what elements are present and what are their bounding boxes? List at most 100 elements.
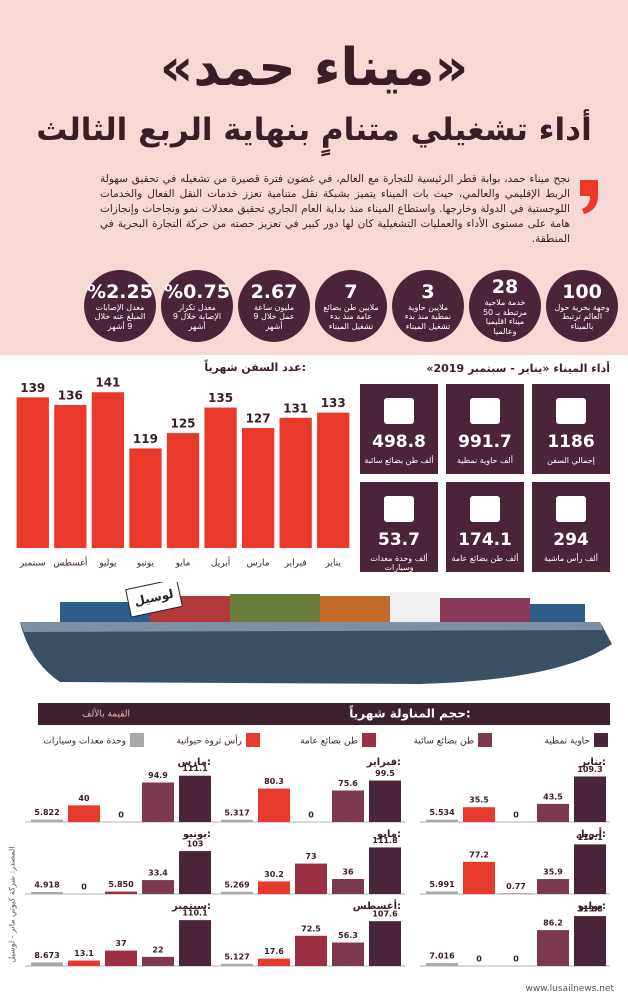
- stat-circle: 28 خدمة ملاحية مرتبطة بـ 50 ميناء اقليميا…: [469, 270, 541, 342]
- value-label: 4.918: [34, 880, 60, 889]
- bar: [241, 427, 275, 548]
- value-label: 30.2: [264, 870, 284, 879]
- value-label: 13.1: [74, 949, 94, 958]
- value-label: 127: [246, 411, 271, 425]
- value-label: 43.5: [543, 792, 563, 801]
- legend-swatch: [478, 733, 492, 747]
- performance-title: أداء الميناء «يناير - سبتمبر 2019»: [426, 362, 610, 375]
- value-label: 73: [305, 852, 316, 861]
- bar: [221, 963, 253, 966]
- bar: [31, 891, 63, 894]
- bar: [68, 805, 100, 822]
- stat-label: مليون ساعة عمل خلال 9 أشهر: [253, 302, 295, 331]
- bar: [142, 782, 174, 822]
- container-stack: [320, 596, 390, 622]
- ships-chart: عدد السفن شهرياً: 133 يناير 131 فبراير 127 مار…: [16, 359, 350, 569]
- value-label: 35.5: [469, 796, 489, 805]
- bar: [426, 891, 458, 894]
- value-label: 133: [321, 396, 346, 410]
- legend-swatch: [594, 733, 608, 747]
- header-band: [38, 703, 610, 725]
- handling-chart: حجم المناولة شهرياً: القيمة بالألف حاوية ن…: [25, 703, 610, 967]
- value-label: 22: [152, 945, 163, 954]
- bar: [317, 412, 350, 548]
- bar: [221, 819, 253, 822]
- tile-icon: [384, 398, 414, 424]
- value-label: 5.822: [34, 808, 59, 817]
- value-label: 86.2: [543, 919, 563, 928]
- stat-circle: %2.25 معدل الإصابات المبلغ عنه خلال 9 أشه…: [84, 270, 156, 342]
- tile-label: ألف طن بضائع سائبة: [364, 456, 434, 465]
- bar: [369, 780, 401, 822]
- value-label: 37: [115, 939, 126, 948]
- performance-tile: 1186 إجمالي السفن: [532, 384, 610, 474]
- bar: [142, 880, 174, 894]
- bar: [16, 397, 49, 548]
- icon-shape: [470, 496, 500, 522]
- value-label: 5.269: [224, 880, 250, 889]
- value-label: 8.673: [34, 951, 59, 960]
- stat-label: ملايين حاوية نمطية منذ بدء تشغيل الميناء: [404, 302, 452, 331]
- container-stack: [230, 594, 320, 622]
- bar: [258, 958, 290, 966]
- tile-icon: [470, 496, 500, 522]
- month-label: أبريل:: [576, 827, 606, 840]
- title: «ميناء حمد»: [159, 38, 469, 98]
- stat-circle: 100 وجهة بحرية حول العالم ترتبط بالميناء: [546, 270, 618, 342]
- tile-value: 498.8: [372, 432, 426, 452]
- month-label: يناير:: [579, 757, 606, 768]
- tile-label: إجمالي السفن: [547, 456, 595, 465]
- value-label: 111.1: [182, 764, 208, 773]
- bar: [142, 956, 174, 966]
- value-label: 119.8: [577, 905, 603, 914]
- value-label: 5.317: [224, 808, 249, 817]
- value-label: 40: [78, 794, 90, 803]
- bar: [426, 819, 458, 822]
- bar: [574, 916, 606, 966]
- bar: [31, 962, 63, 966]
- value-label: 0: [308, 811, 314, 820]
- tile-label: ألف رأس ماشية: [543, 554, 598, 563]
- value-label: 131: [283, 401, 308, 415]
- icon-shape: [556, 496, 586, 522]
- subtitle: أداء تشغيلي متنامٍ بنهاية الربع الثالث: [36, 112, 592, 148]
- tile-label: ألف حاوية نمطية: [457, 456, 513, 465]
- chart-subtitle: القيمة بالألف: [82, 708, 130, 720]
- bar: [166, 433, 200, 548]
- performance-tile: 498.8 ألف طن بضائع سائبة: [360, 384, 438, 474]
- month-label: أغسطس:: [353, 899, 401, 912]
- tile-label: ألف وحدة معدات وسيارات: [370, 554, 428, 572]
- stat-value: 7: [344, 280, 358, 303]
- bar: [31, 819, 63, 822]
- stat-label: خدمة ملاحية مرتبطة بـ 50 ميناء اقليميا و…: [482, 298, 528, 336]
- stat-circle: 2.67 مليون ساعة عمل خلال 9 أشهر: [238, 270, 310, 342]
- bar: [179, 920, 211, 966]
- tile-label: ألف طن بضائع عامة: [451, 554, 519, 563]
- x-tick-label: يونيو: [136, 559, 155, 569]
- bar: [105, 891, 137, 894]
- month-label: يونيو:: [182, 829, 211, 840]
- value-label: 17.6: [264, 947, 284, 956]
- footer: www.lusailnews.net: [525, 984, 614, 994]
- bar: [179, 851, 211, 894]
- value-label: 75.6: [338, 779, 358, 788]
- bar: [68, 960, 100, 966]
- intro-text: نجح ميناء حمد، بوابة قطر الرئيسية للتجار…: [100, 173, 570, 245]
- stat-value: 100: [562, 280, 602, 303]
- value-label: 110.1: [182, 909, 208, 918]
- value-label: 5.534: [429, 808, 455, 817]
- stat-circle: 3 ملايين حاوية نمطية منذ بدء تشغيل المينا…: [392, 270, 464, 342]
- bar: [426, 963, 458, 966]
- tile-icon: [556, 496, 586, 522]
- bar: [221, 891, 253, 894]
- value-label: 109.3: [577, 765, 602, 774]
- icon-shape: [470, 398, 500, 424]
- value-label: 107.6: [372, 910, 398, 919]
- container-stack: [440, 598, 530, 622]
- tile-icon: [470, 398, 500, 424]
- legend-label: طن بضائع سائبة: [414, 737, 474, 747]
- value-label: 141: [95, 376, 120, 390]
- stat-value: 28: [491, 276, 519, 298]
- value-label: 0: [118, 811, 124, 820]
- bar: [258, 881, 290, 894]
